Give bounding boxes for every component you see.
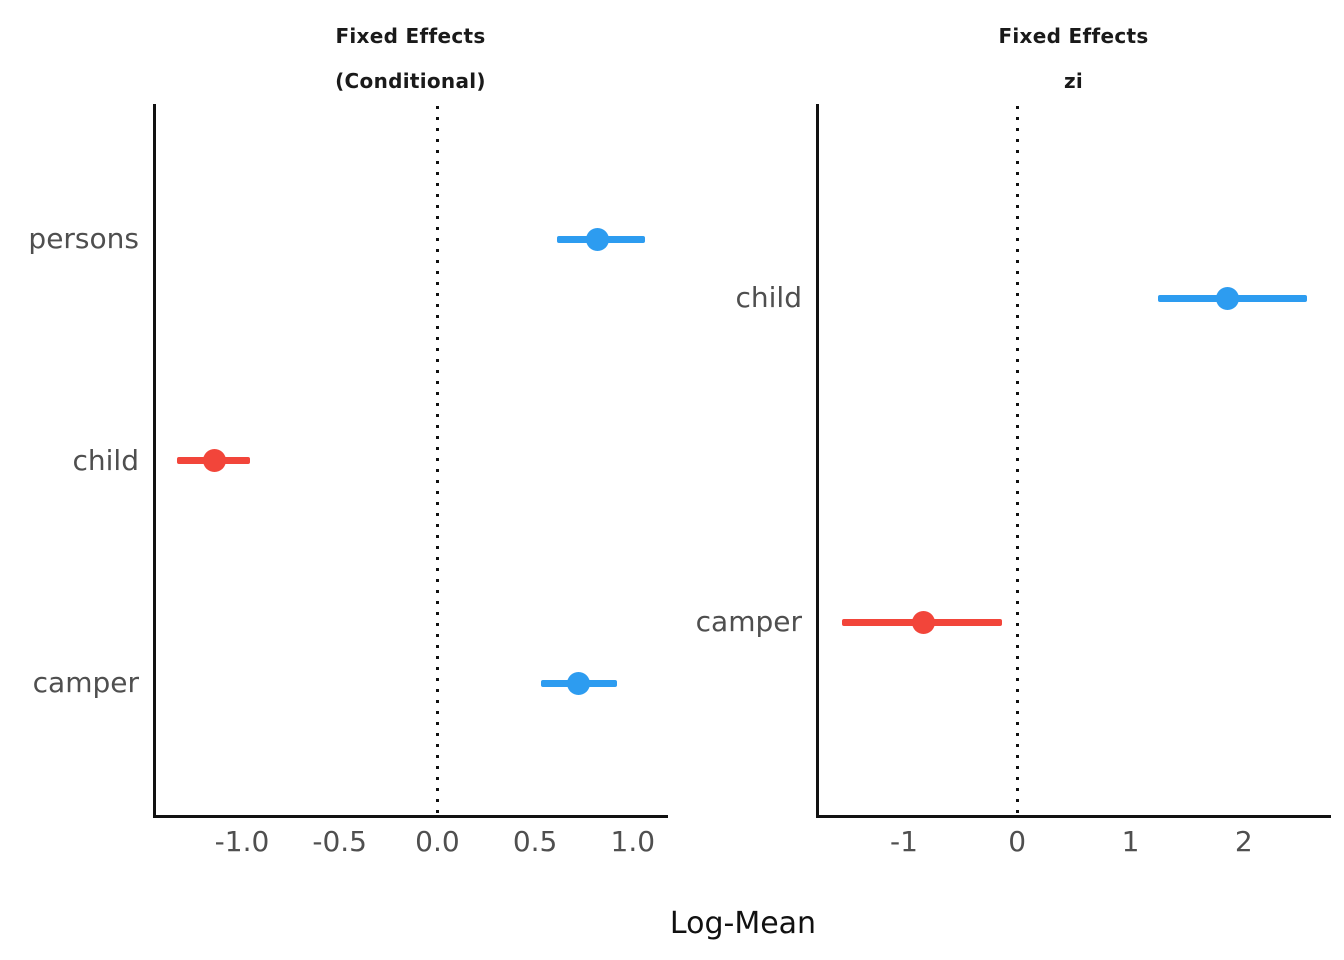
forest-panel-conditional: persons child camper -1.0 -0.5 0.0 0.5 1.0 bbox=[28, 104, 668, 858]
x-tick-label: 0.5 bbox=[512, 825, 558, 858]
zero-reference-line bbox=[1015, 106, 1019, 815]
x-tick-label: -0.5 bbox=[312, 825, 368, 858]
x-tick-label: -1.0 bbox=[214, 825, 270, 858]
panel-conditional-title: Fixed Effects bbox=[335, 24, 486, 48]
category-label-camper: camper bbox=[695, 605, 802, 639]
x-tick-label: 2 bbox=[1234, 825, 1253, 858]
category-label-persons: persons bbox=[28, 221, 139, 255]
point-estimate-child bbox=[203, 449, 227, 473]
x-axis-label: Log-Mean bbox=[669, 906, 817, 941]
category-label-camper: camper bbox=[32, 666, 139, 700]
panel-conditional-subtitle: (Conditional) bbox=[335, 69, 486, 93]
x-tick-label: 0 bbox=[1008, 825, 1027, 858]
category-label-child: child bbox=[72, 443, 139, 477]
point-estimate-persons bbox=[586, 227, 610, 251]
category-label-child: child bbox=[735, 280, 802, 314]
forest-panel-zi: child camper -1 0 1 2 bbox=[696, 104, 1331, 858]
point-estimate-child bbox=[1216, 286, 1240, 310]
x-tick-label: -1 bbox=[889, 825, 918, 858]
x-tick-label: 1 bbox=[1121, 825, 1140, 858]
panel-zi-title: Fixed Effects bbox=[998, 24, 1149, 48]
zero-reference-line bbox=[435, 106, 439, 815]
point-estimate-camper bbox=[566, 671, 590, 695]
x-tick-label: 1.0 bbox=[610, 825, 656, 858]
panel-zi-subtitle: zi bbox=[1063, 69, 1084, 93]
x-tick-label: 0.0 bbox=[415, 825, 460, 858]
point-estimate-camper bbox=[911, 610, 935, 634]
